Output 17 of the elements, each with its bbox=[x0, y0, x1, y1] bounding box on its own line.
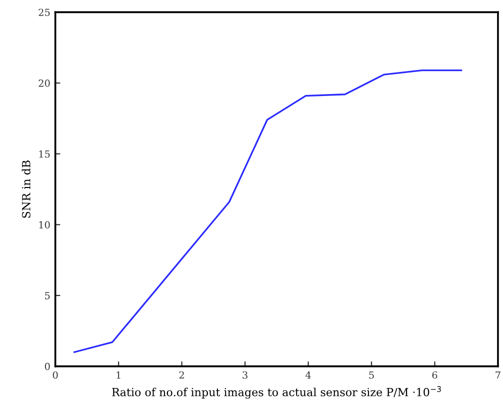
y-tick-label: 5 bbox=[45, 292, 50, 300]
x-tick-label: 3 bbox=[242, 371, 248, 379]
y-tick-label: 15 bbox=[39, 150, 50, 158]
x-tick-label: 6 bbox=[432, 371, 438, 379]
x-tick-label: 2 bbox=[179, 371, 184, 379]
x-axis-title: Ratio of no.of input images to actual sensor size P/M ·10$^{−3}$ bbox=[112, 386, 441, 399]
y-tick-label: 10 bbox=[39, 221, 50, 228]
line-series bbox=[73, 69, 462, 353]
y-tick-label: 20 bbox=[38, 80, 50, 87]
x-tick-label: 4 bbox=[305, 371, 311, 379]
x-tick-label: 1 bbox=[116, 371, 120, 379]
x-tick-label: 0 bbox=[52, 371, 58, 379]
y-tick-label: 25 bbox=[38, 8, 50, 16]
x-tick-label: 7 bbox=[496, 371, 500, 379]
y-axis-title: SNR in dB bbox=[22, 160, 30, 218]
x-tick-label: 5 bbox=[369, 371, 374, 379]
y-tick-label: 0 bbox=[44, 362, 50, 370]
